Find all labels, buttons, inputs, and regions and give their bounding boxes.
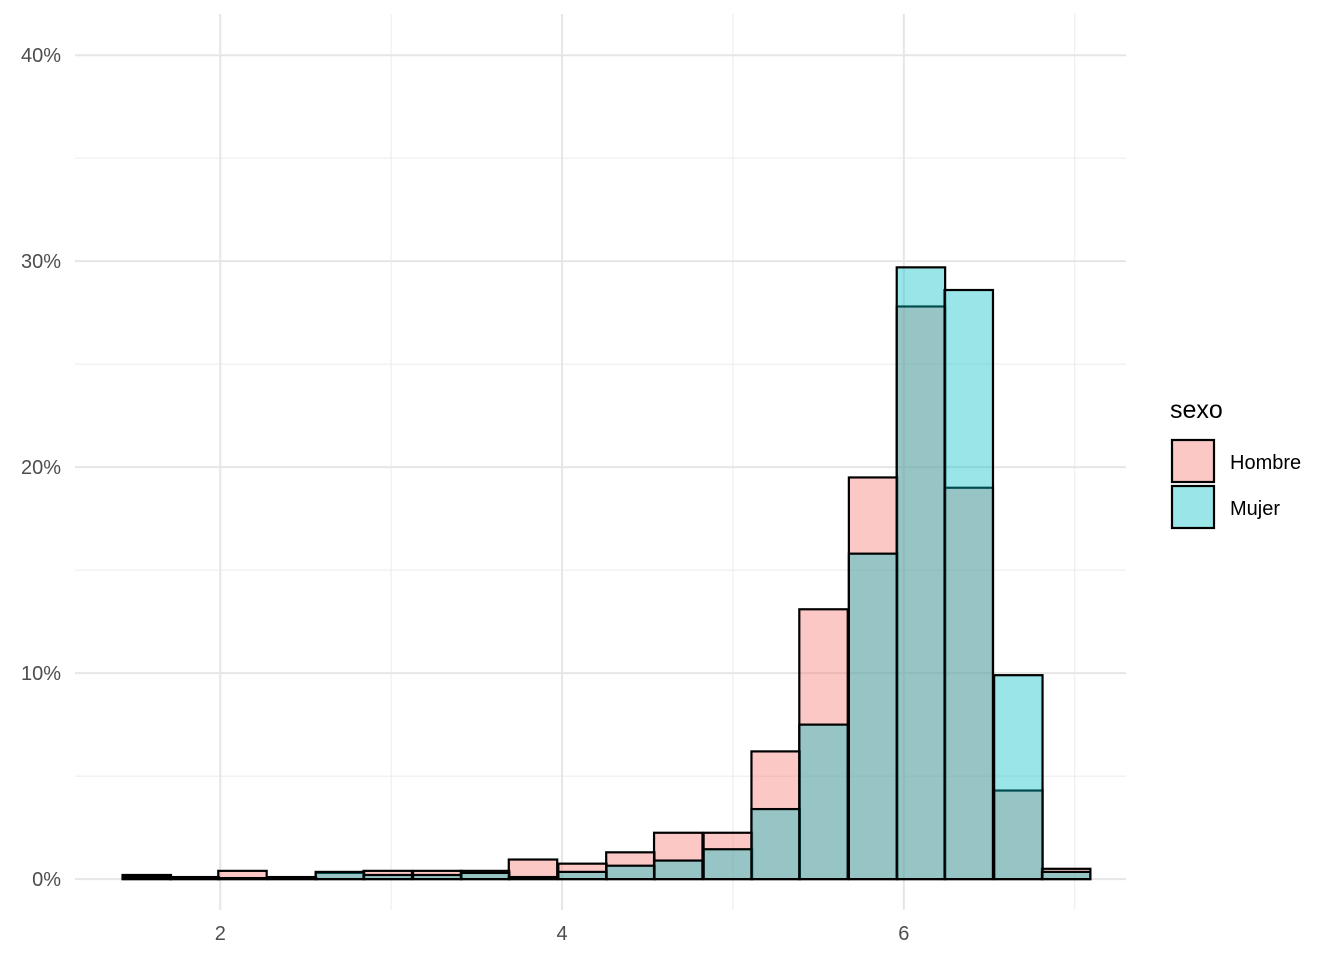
bar-mujer [459,871,511,881]
bar-mujer [507,875,559,881]
bar-mujer [605,864,656,881]
bar-mujer [1040,870,1092,881]
y-tick-label: 30% [21,251,61,273]
bar-mujer [314,870,366,881]
legend-key-swatch [1170,438,1216,484]
legend-items: Hombre Mujer [1170,438,1301,530]
bar-hombre [798,608,849,881]
legend-item-hombre: Hombre [1170,438,1301,484]
bar-mujer [362,873,414,881]
legend-label: Hombre [1230,452,1301,474]
histogram-bars [121,266,1092,881]
bar-hombre [652,831,704,881]
y-tick-label: 10% [21,663,61,685]
bar-mujer [121,875,173,881]
y-tick-label: 0% [32,869,61,891]
legend-key-bg [1172,486,1214,528]
x-tick-label: 2 [215,923,226,945]
y-tick-label: 20% [21,457,61,479]
major-gridlines [75,14,1126,910]
bar-mujer [750,807,801,881]
bar-mujer [557,870,608,881]
bar-mujer [217,876,268,881]
bar-mujer [652,859,704,881]
legend-item-mujer: Mujer [1170,484,1280,530]
bar-mujer [702,848,754,881]
series-mujer [121,266,1092,881]
legend-key-bg [1172,440,1214,482]
legend-key-swatch [1170,484,1216,530]
x-tick-label: 6 [898,923,909,945]
legend-label: Mujer [1230,498,1280,520]
bar-mujer [411,873,463,881]
bar-mujer [895,266,947,881]
minor-gridlines [75,14,1126,910]
bar-mujer [169,876,220,881]
bar-mujer [266,876,318,881]
bar-mujer [798,723,849,881]
y-tick-label: 40% [21,45,61,67]
x-tick-label: 4 [556,923,567,945]
legend: sexo Hombre Mujer [1170,396,1301,530]
x-axis-ticks: 2 4 6 [215,923,910,945]
bar-mujer [847,552,899,881]
y-axis-ticks: 0% 10% 20% 30% 40% [21,45,61,891]
bar-hombre [895,305,947,881]
bar-mujer [993,674,1044,881]
bar-hombre [702,831,754,881]
legend-title: sexo [1170,396,1223,424]
bar-mujer [943,288,995,881]
